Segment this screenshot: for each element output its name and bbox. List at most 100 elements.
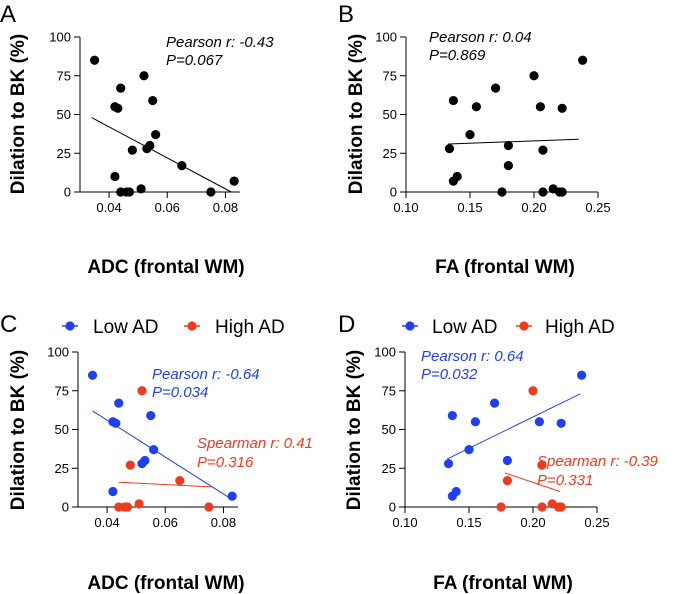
panel-c-legend-label: High AD [215, 317, 285, 338]
panel-b-x-tick-label: 0.15 [457, 200, 482, 215]
panel-b-all-point [578, 55, 588, 65]
panel-c-legend-marker [187, 321, 197, 331]
panel-b-all-point [471, 102, 481, 112]
panel-c-low-ad-point [114, 398, 124, 408]
panel-a-all-point [177, 161, 187, 171]
panel-a-y-tick-label: 100 [49, 30, 71, 45]
panel-d-stat-annotation: P=0.331 [537, 472, 593, 489]
panel-a-all-point [136, 184, 146, 194]
panel-a-all-fit-line [91, 117, 232, 193]
panel-c-y-tick-label: 100 [47, 345, 69, 360]
panel-a-y-tick-label: 50 [57, 107, 71, 122]
panel-c-y-tick-label: 50 [55, 422, 69, 437]
panel-d-stat-annotation: Pearson r: 0.64 [421, 348, 524, 365]
panel-c-x-axis-title: ADC (frontal WM) [87, 573, 244, 594]
panel-b-all-point [529, 71, 539, 81]
panel-d-low-ad-point [577, 370, 587, 380]
panel-a-y-tick-label: 75 [57, 68, 71, 83]
panel-c-low-ad-point [140, 455, 150, 466]
panel-b-y-tick-label: 100 [375, 30, 397, 45]
panel-c-high-ad-point [204, 502, 214, 512]
panel-a-stat-annotation: Pearson r: -0.43 [166, 34, 274, 51]
panel-c-x-tick-label: 0.04 [94, 515, 119, 530]
panel-c-high-ad-fit-line [118, 481, 212, 488]
panel-d-x-axis-title: FA (frontal WM) [433, 573, 573, 594]
panel-c-y-tick-label: 25 [55, 461, 69, 476]
panel-d-low-ad-point [556, 418, 566, 428]
panel-c-low-ad-point [146, 410, 156, 421]
panel-d-y-tick-label: 100 [374, 345, 396, 360]
panel-d-low-ad-point [447, 410, 457, 421]
panel-c-legend-label: Low AD [93, 317, 158, 338]
panel-b-all-point [448, 95, 458, 106]
panel-b-all-point [557, 187, 567, 197]
panel-c-high-ad-point [134, 499, 144, 509]
panel-c-y-tick-label: 75 [55, 383, 69, 398]
panel-d-letter: D [338, 311, 355, 338]
panel-d-y-tick-label: 25 [382, 461, 396, 476]
panel-c-y-tick-label: 0 [62, 500, 69, 515]
panel-b-all-point [497, 187, 507, 197]
panel-c-stat-annotation: P=0.316 [197, 454, 254, 471]
panel-d-high-ad-point [502, 476, 512, 486]
panel-c-x-tick-label: 0.08 [211, 515, 236, 530]
panel-b-all-fit-line [448, 138, 579, 145]
panel-d-legend-marker [519, 321, 529, 331]
panel-d-legend-marker [405, 321, 415, 331]
panel-a-x-tick-label: 0.08 [213, 200, 238, 215]
panel-d-stat-annotation: P=0.032 [421, 366, 478, 383]
panel-b-x-tick-label: 0.20 [521, 200, 546, 215]
panel-d-high-ad-point [537, 460, 547, 470]
panel-d-low-ad-point [502, 455, 512, 466]
panel-b-all-point [491, 83, 501, 93]
panel-d-y-tick-label: 75 [382, 383, 396, 398]
panel-a-all-point [127, 145, 137, 155]
panel-a-all-point [89, 55, 100, 65]
panel-c-high-ad-point [137, 386, 147, 396]
panel-d-high-ad-point [496, 502, 506, 512]
panel-b-stat-annotation: Pearson r: 0.04 [429, 29, 532, 46]
panel-b-all-point [538, 187, 548, 197]
panel-d-y-tick-label: 0 [389, 500, 396, 515]
panel-a-x-tick-label: 0.04 [96, 200, 121, 215]
panel-d-low-ad-point [451, 486, 461, 497]
panel-a-y-tick-label: 25 [57, 146, 71, 161]
panel-d-x-tick-label: 0.10 [392, 515, 417, 530]
panel-d-high-ad-fit-line [504, 472, 561, 492]
panel-c-stat-annotation: Spearman r: 0.41 [197, 435, 313, 452]
panel-b-y-tick-label: 75 [383, 68, 397, 83]
panel-d-y-tick-label: 50 [382, 422, 396, 437]
panel-c-low-ad-point [149, 445, 159, 455]
panel-b-all-point [503, 161, 513, 171]
panel-c-low-ad-point [111, 418, 121, 428]
panel-d-high-ad-point [556, 502, 566, 512]
panel-a-y-tick-label: 0 [64, 185, 71, 200]
panel-d-low-ad-point [470, 417, 480, 427]
panel-a-all-point [139, 71, 149, 81]
panel-c-high-ad-point [122, 502, 133, 512]
panel-c-x-tick-label: 0.06 [153, 515, 178, 530]
panel-a-x-axis-title: ADC (frontal WM) [87, 257, 244, 278]
panel-c-stat-annotation: P=0.034 [152, 384, 208, 401]
panel-a-all-point [113, 103, 123, 113]
panel-b-x-axis-title: FA (frontal WM) [435, 257, 575, 278]
panel-a-all-point [145, 140, 155, 151]
panel-d-stat-annotation: Spearman r: -0.39 [537, 453, 659, 470]
panel-b-all-point [503, 140, 513, 151]
panel-a-y-axis-title: Dilation to BK (%) [8, 34, 29, 194]
panel-b-x-tick-label: 0.25 [585, 200, 610, 215]
panel-a-all-point [110, 171, 120, 182]
panel-c-high-ad-point [125, 460, 135, 470]
panel-d-legend-label: High AD [545, 317, 615, 338]
panel-a-x-tick-label: 0.06 [155, 200, 180, 215]
panel-b-y-tick-label: 50 [383, 107, 397, 122]
panel-d-y-axis-title: Dilation to BK (%) [344, 350, 365, 510]
panel-b-all-point [444, 144, 455, 154]
panel-c-high-ad-point [175, 476, 185, 486]
panel-c-low-ad-point [108, 486, 118, 497]
panel-b-all-point [538, 145, 548, 155]
panel-a-all-point [124, 187, 135, 197]
panel-b-y-axis-title: Dilation to BK (%) [346, 34, 367, 194]
panel-a-all-point [206, 187, 216, 197]
